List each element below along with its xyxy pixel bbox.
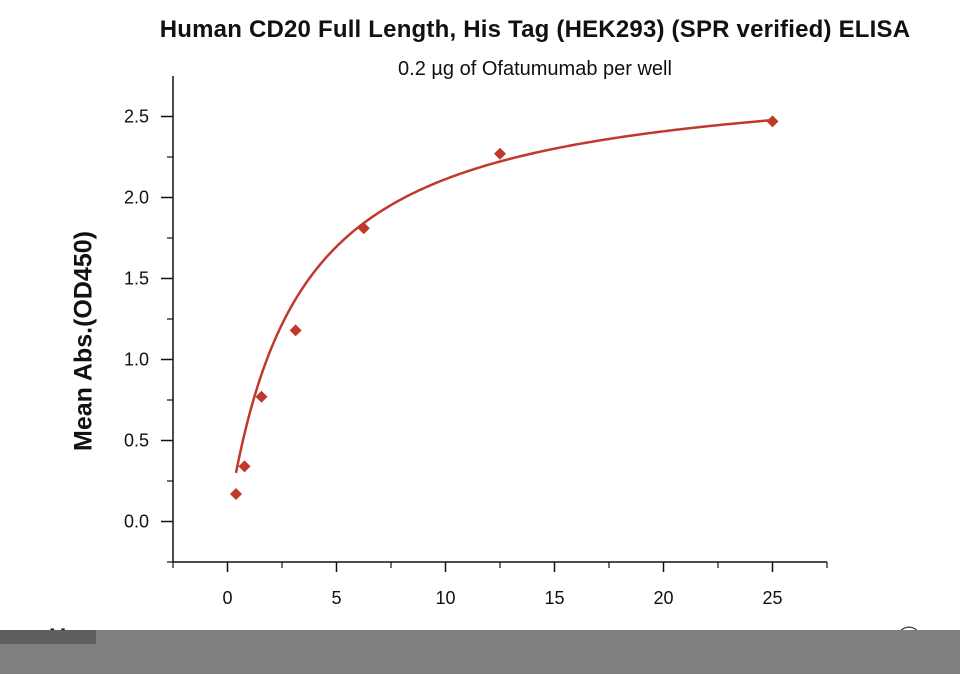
- data-point: [766, 115, 779, 128]
- y-tick-label: 2.0: [124, 188, 149, 208]
- y-tick-label: 1.5: [124, 269, 149, 289]
- y-tick-label: 2.5: [124, 107, 149, 127]
- data-point: [357, 222, 370, 235]
- data-point: [494, 147, 506, 160]
- x-tick-label: 0: [222, 588, 232, 608]
- y-tick-label: 0.5: [124, 431, 149, 451]
- x-tick-label: 25: [762, 588, 782, 608]
- data-point: [230, 487, 243, 500]
- chart-title: Human CD20 Full Length, His Tag (HEK293)…: [159, 16, 911, 43]
- fit-curve: [234, 118, 773, 474]
- x-tick-label: 5: [331, 588, 341, 608]
- gray-overlay-bar: [0, 630, 960, 674]
- data-point: [238, 460, 251, 473]
- y-tick-label: 0.0: [124, 512, 149, 532]
- y-axis-label: Mean Abs.(OD450): [69, 231, 98, 451]
- y-tick-label: 1.0: [124, 350, 149, 370]
- chart-subtitle: 0.2 µg of Ofatumumab per well: [398, 58, 672, 80]
- x-tick-label: 15: [544, 588, 564, 608]
- data-point: [255, 390, 268, 403]
- data-point: [289, 324, 302, 337]
- x-tick-label: 20: [653, 588, 673, 608]
- x-tick-label: 10: [435, 588, 455, 608]
- gray-overlay-strip: [0, 630, 96, 644]
